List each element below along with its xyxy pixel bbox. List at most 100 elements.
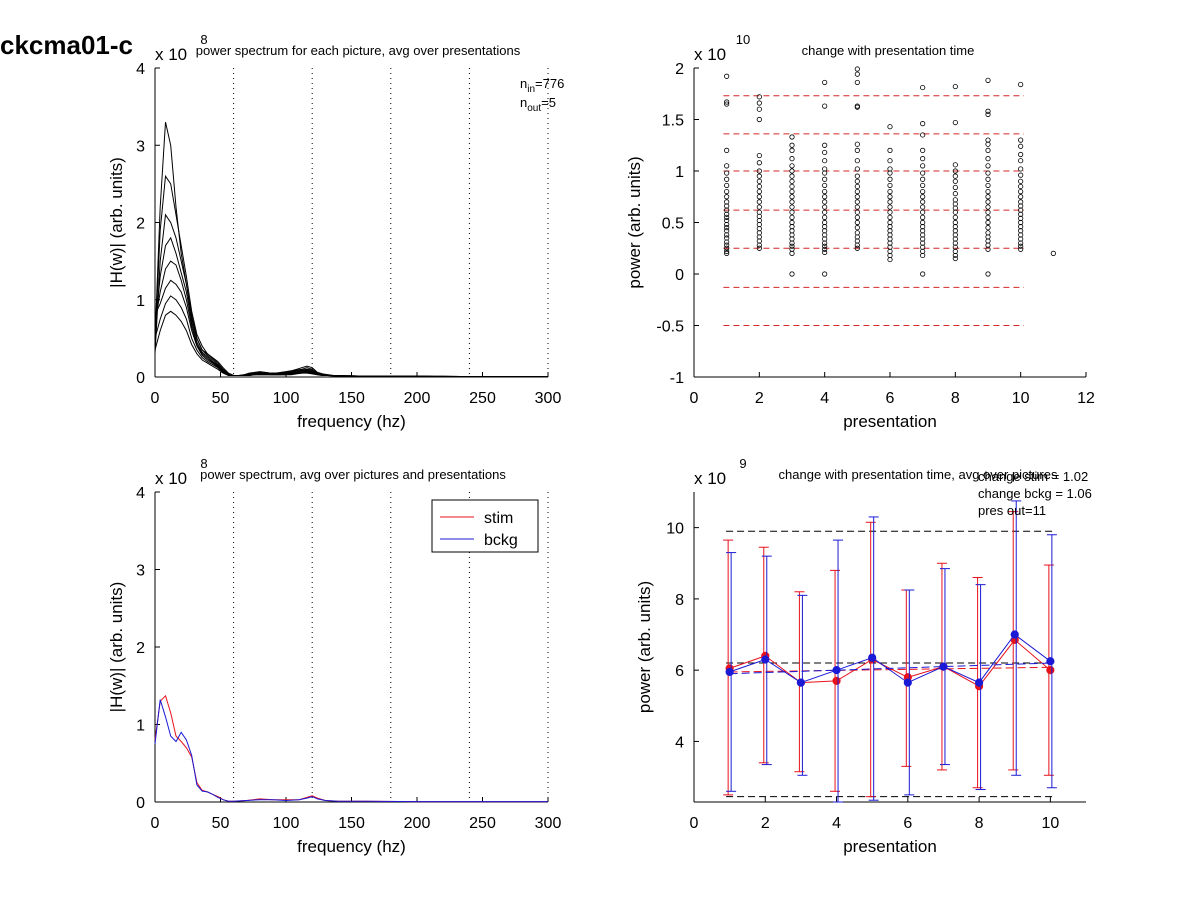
scatter-point [952,168,958,174]
scatter-point [854,242,860,248]
scatter-point [887,209,893,215]
scatter-point [756,100,762,106]
scatter-point [920,176,926,182]
scatter-point [887,256,893,263]
spectrum-line [154,213,548,378]
mean-point-stim [832,676,841,685]
mean-point-bckg [832,666,841,675]
scatter-point [789,189,795,195]
scatter-point [789,142,795,148]
scatter-point [756,173,762,179]
chart-title: power spectrum, avg over pictures and pr… [200,467,506,482]
legend-label-bckg: bckg [484,532,518,549]
scatter-point [724,147,730,153]
mean-point-stim [1046,666,1055,675]
n-in-annotation: nin=776 [520,76,564,95]
x-tick-label: 2 [755,390,764,407]
scatter-point [724,221,730,228]
scatter-point [887,194,893,200]
scatter-point [854,219,860,226]
scatter-point [920,189,926,195]
y-tick-label: 2 [136,216,145,233]
chart-panel-presentation-scatter: 0 2 4 6 8 10 12 -1 -0.5 0 0.5 1 1.5 2 presentation powe… [625,32,1095,431]
chart-panel-presentation-average: 0 2 4 6 8 10 4 6 8 10 presentation power (arb. unit… [635,456,1092,856]
scatter-point [822,79,828,86]
scatter-point [854,71,860,77]
scatter-point [822,240,828,246]
scatter-point [789,204,795,210]
scatter-point [952,178,958,184]
x-tick-label: 6 [903,815,912,832]
y-tick-label: 2 [136,640,145,657]
y-axis-label: |H(w)| (arb. units) [107,582,126,713]
scatter-point [756,204,762,210]
scatter-point [887,182,893,189]
axis-multiplier-exponent: 10 [736,32,750,47]
scatter-point [756,152,762,159]
scatter-point [985,209,991,215]
scatter-point [854,158,860,164]
x-tick-label: 2 [761,815,770,832]
trend-line-bckg [729,662,1051,675]
y-tick-label: 0.5 [662,216,684,233]
scatter-point [724,101,730,107]
scatter-point [887,170,893,176]
legend-label-stim: stim [484,510,513,527]
x-tick-label: 300 [535,815,562,832]
scatter-point [822,158,828,164]
n-in-sub: in [527,84,535,95]
scatter-point [920,163,926,169]
scatter-point [985,189,991,195]
legend: stim bckg [431,499,539,553]
scatter-point [756,194,762,200]
scatter-point [920,209,926,215]
axis-multiplier-exponent: 8 [200,456,207,471]
scatter-point [789,271,795,277]
scatter-point [887,189,893,195]
series-line-stim [154,694,548,803]
y-tick-label: 6 [675,663,684,680]
spectrum-line [154,236,548,378]
x-tick-label: 250 [469,390,496,407]
scatter-point [854,199,860,205]
change-annotation: change bckg = 1.06 [978,486,1092,501]
scatter-point [985,147,991,153]
page-title: ckcma01-c [0,30,133,60]
scatter-point [952,173,958,179]
scatter-point [789,209,795,215]
scatter-point [1018,243,1024,249]
series-line-bckg [154,699,548,803]
scatter-point [822,182,828,189]
scatter-point [756,116,762,123]
scatter-point [822,189,828,195]
scatter-point [1018,151,1024,158]
x-tick-label: 8 [975,815,984,832]
y-tick-label: 0 [136,795,145,812]
scatter-point [1018,81,1024,88]
x-tick-label: 50 [212,815,230,832]
mean-point-bckg [725,667,734,677]
scatter-point [952,119,958,126]
mean-line-bckg [729,633,1051,684]
scatter-point [952,255,958,262]
scatter-point [854,194,860,200]
scatter-point [789,156,795,162]
scatter-point [724,242,730,248]
scatter-point [887,147,893,153]
scatter-point [1018,240,1024,246]
scatter-point [920,132,926,138]
scatter-point [854,104,860,110]
legend-box [431,499,539,553]
scatter-point [789,214,795,220]
scatter-point [1018,189,1024,195]
y-axis-label: |H(w)| (arb. units) [107,157,126,288]
mean-point-bckg [974,678,984,687]
mean-point-bckg [1046,657,1055,666]
axis-multiplier: x 10 [694,45,726,64]
scatter-point [854,225,860,231]
x-tick-label: 8 [951,390,960,407]
x-tick-label: 12 [1077,390,1095,407]
chart-title: change with presentation time, avg over … [779,467,1058,482]
scatter-point [920,147,926,153]
scatter-point [985,246,991,252]
